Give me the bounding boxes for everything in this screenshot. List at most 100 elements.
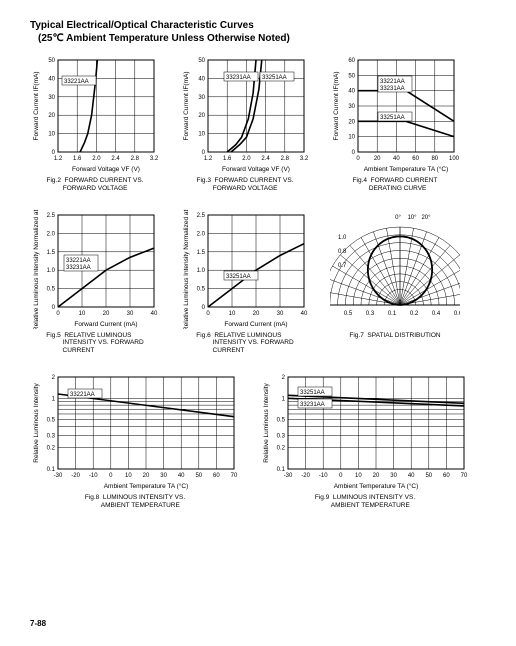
svg-text:33231AA: 33231AA [66, 265, 91, 271]
svg-text:20: 20 [373, 473, 380, 479]
svg-text:1.6: 1.6 [223, 156, 232, 162]
svg-text:0.5: 0.5 [47, 286, 56, 292]
svg-text:0.2: 0.2 [277, 446, 286, 452]
svg-text:Relative Luminous Intensity: Relative Luminous Intensity [33, 382, 40, 462]
svg-text:10: 10 [125, 473, 132, 479]
svg-text:1.2: 1.2 [54, 156, 63, 162]
svg-text:40: 40 [301, 311, 308, 317]
svg-text:0°: 0° [395, 215, 401, 221]
fig8-caption: Fig.8 LUMINOUS INTENSITY VS. AMBIENT TEM… [85, 494, 185, 510]
svg-text:Forward Current IF(mA): Forward Current IF(mA) [33, 72, 40, 141]
svg-text:0.5: 0.5 [344, 311, 353, 317]
svg-text:-20: -20 [301, 473, 310, 479]
svg-text:0.5: 0.5 [277, 418, 286, 424]
svg-text:0.3: 0.3 [277, 433, 286, 439]
svg-text:1.0: 1.0 [197, 268, 206, 274]
fig2: 1.21.62.02.42.83.20102030405033221AAForw… [30, 54, 160, 193]
fig3-caption: Fig.3 FORWARD CURRENT VS. FORWARD VOLTAG… [196, 177, 293, 193]
svg-text:30: 30 [277, 311, 284, 317]
svg-text:0.8: 0.8 [338, 249, 347, 255]
svg-text:60: 60 [348, 58, 355, 64]
fig5: 01020304000.51.01.52.02.533221AA33231AAF… [30, 209, 160, 355]
svg-text:60: 60 [443, 473, 450, 479]
svg-text:33231AA: 33231AA [380, 86, 405, 92]
svg-text:30: 30 [348, 104, 355, 110]
svg-text:70: 70 [461, 473, 468, 479]
svg-text:40: 40 [151, 311, 158, 317]
svg-text:40: 40 [393, 156, 400, 162]
svg-text:10: 10 [348, 135, 355, 141]
fig9: -30-20-100102030405060700.10.20.30.51233… [260, 371, 470, 510]
svg-text:20: 20 [253, 311, 260, 317]
svg-text:40: 40 [408, 473, 415, 479]
svg-text:50: 50 [348, 73, 355, 79]
fig7: 0°10°20°30°40°50°60°70°80°90°1.00.80.70.… [330, 209, 460, 355]
svg-text:0.1: 0.1 [47, 467, 56, 473]
svg-text:20°: 20° [421, 215, 431, 221]
fig3: 1.21.62.02.42.83.20102030405033231AA3325… [180, 54, 310, 193]
svg-text:33231AA: 33231AA [226, 75, 251, 81]
svg-text:50: 50 [198, 58, 205, 64]
svg-text:20: 20 [103, 311, 110, 317]
svg-text:20: 20 [348, 119, 355, 125]
svg-text:20: 20 [48, 113, 55, 119]
svg-text:50: 50 [48, 58, 55, 64]
svg-text:1.5: 1.5 [197, 249, 206, 255]
svg-text:0: 0 [339, 473, 343, 479]
svg-text:1.6: 1.6 [73, 156, 82, 162]
svg-text:10: 10 [229, 311, 236, 317]
svg-text:2: 2 [282, 375, 286, 381]
svg-text:2.0: 2.0 [242, 156, 251, 162]
svg-text:1.5: 1.5 [47, 249, 56, 255]
svg-text:0.3: 0.3 [47, 433, 56, 439]
svg-text:50: 50 [195, 473, 202, 479]
svg-text:Forward Current IF(mA): Forward Current IF(mA) [333, 72, 340, 141]
svg-text:33231AA: 33231AA [300, 402, 325, 408]
svg-text:1.0: 1.0 [47, 268, 56, 274]
row-2: 01020304000.51.01.52.02.533221AA33231AAF… [30, 209, 486, 355]
svg-text:1.2: 1.2 [204, 156, 213, 162]
fig8: -30-20-100102030405060700.10.20.30.51233… [30, 371, 240, 510]
svg-text:20: 20 [143, 473, 150, 479]
svg-text:-10: -10 [319, 473, 328, 479]
fig6-caption: Fig.6 RELATIVE LUMINOUS INTENSITY VS. FO… [196, 332, 293, 355]
svg-text:33251AA: 33251AA [300, 390, 325, 396]
svg-text:Relative Luminous Intensity: Relative Luminous Intensity [263, 382, 270, 462]
svg-text:60: 60 [213, 473, 220, 479]
svg-text:1.0: 1.0 [338, 235, 347, 241]
svg-text:-20: -20 [71, 473, 80, 479]
svg-text:Forward Voltage VF (V): Forward Voltage VF (V) [72, 166, 140, 173]
svg-text:-10: -10 [89, 473, 98, 479]
svg-text:Forward Voltage VF (V): Forward Voltage VF (V) [222, 166, 290, 173]
svg-text:1: 1 [282, 396, 286, 402]
svg-text:2.0: 2.0 [92, 156, 101, 162]
svg-text:0.2: 0.2 [47, 446, 56, 452]
svg-text:10: 10 [79, 311, 86, 317]
svg-text:2.4: 2.4 [111, 156, 120, 162]
svg-text:60: 60 [412, 156, 419, 162]
fig4: 020406080100010203040506033221AA33231AA3… [330, 54, 460, 193]
svg-text:0.3: 0.3 [366, 311, 375, 317]
svg-text:0: 0 [109, 473, 113, 479]
svg-text:10: 10 [48, 132, 55, 138]
svg-text:1: 1 [52, 396, 56, 402]
svg-text:0.5: 0.5 [197, 286, 206, 292]
svg-text:10: 10 [198, 132, 205, 138]
svg-text:3.2: 3.2 [150, 156, 159, 162]
svg-text:30: 30 [48, 95, 55, 101]
svg-text:0.4: 0.4 [432, 311, 441, 317]
svg-text:3.2: 3.2 [300, 156, 309, 162]
svg-text:2: 2 [52, 375, 56, 381]
svg-text:33251AA: 33251AA [226, 274, 251, 280]
svg-text:Forward Current (mA): Forward Current (mA) [224, 321, 287, 328]
row-1: 1.21.62.02.42.83.20102030405033221AAForw… [30, 54, 486, 193]
svg-text:30: 30 [127, 311, 134, 317]
svg-text:0: 0 [356, 156, 360, 162]
svg-text:Relative Luminous Intensity No: Relative Luminous Intensity Normalized a… [183, 209, 190, 329]
svg-text:10°: 10° [407, 215, 417, 221]
page: Typical Electrical/Optical Characteristi… [0, 0, 516, 536]
svg-text:0.1: 0.1 [277, 467, 286, 473]
svg-text:33251AA: 33251AA [262, 75, 287, 81]
svg-text:10: 10 [355, 473, 362, 479]
svg-text:0.1: 0.1 [388, 311, 397, 317]
